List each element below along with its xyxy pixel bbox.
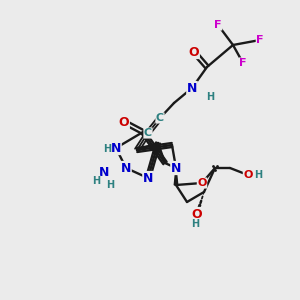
Text: N: N	[99, 167, 109, 179]
Text: C: C	[144, 128, 152, 138]
Polygon shape	[174, 168, 178, 185]
Text: C: C	[156, 113, 164, 123]
Text: H: H	[191, 219, 199, 229]
Text: N: N	[121, 161, 131, 175]
Text: O: O	[189, 46, 199, 59]
Text: N: N	[143, 172, 153, 184]
Text: O: O	[119, 116, 129, 128]
Text: H: H	[92, 176, 100, 186]
Text: H: H	[206, 92, 214, 102]
Text: F: F	[214, 20, 222, 30]
Text: H: H	[254, 170, 262, 180]
Text: H: H	[106, 180, 114, 190]
Text: O: O	[197, 178, 207, 188]
Text: H: H	[103, 144, 111, 154]
Text: N: N	[171, 161, 181, 175]
Text: F: F	[239, 58, 247, 68]
Text: O: O	[192, 208, 202, 220]
Text: N: N	[187, 82, 197, 94]
Text: F: F	[256, 35, 264, 45]
Text: N: N	[111, 142, 121, 154]
Text: O: O	[243, 170, 253, 180]
